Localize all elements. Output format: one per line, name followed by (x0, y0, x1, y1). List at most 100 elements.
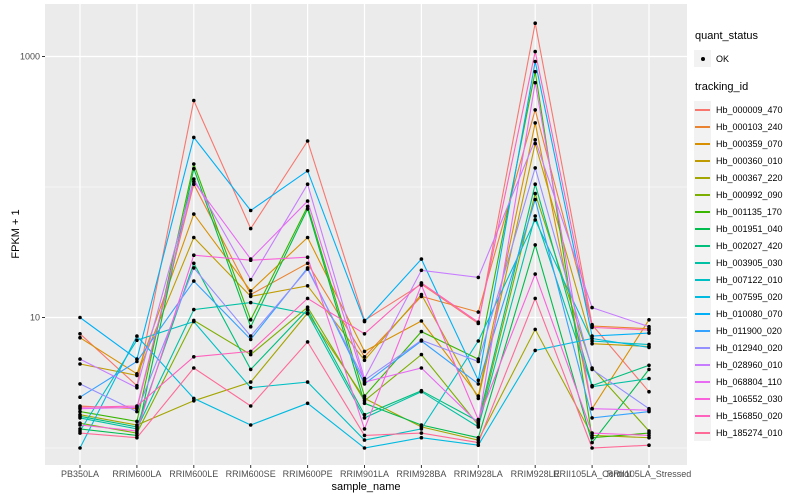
data-point (419, 319, 424, 323)
data-point (419, 366, 424, 370)
data-point (419, 268, 424, 273)
data-point (78, 335, 82, 340)
data-point (362, 446, 367, 450)
legend-entry-Hb_001135_170: Hb_001135_170 (694, 203, 800, 220)
data-point (78, 315, 82, 320)
data-point (362, 401, 367, 406)
data-point (305, 207, 310, 211)
data-point (305, 169, 310, 173)
data-point (192, 253, 196, 257)
x-tick-label: RRIM600LE (169, 469, 218, 479)
legend-entry-label: Hb_000103_240 (716, 121, 783, 132)
data-point (419, 338, 424, 343)
series-color-line-icon (695, 380, 710, 383)
data-point (305, 401, 310, 406)
data-point (248, 367, 253, 372)
point-marker-icon (700, 56, 705, 61)
data-point (248, 349, 253, 354)
data-point (305, 139, 310, 143)
data-point (248, 380, 253, 384)
series-color-line-icon (695, 159, 710, 162)
data-point (476, 417, 481, 422)
data-point (248, 294, 253, 299)
series-color-line-icon (695, 227, 710, 230)
data-point (248, 324, 253, 329)
data-point (590, 305, 594, 310)
data-point (590, 416, 594, 420)
legend: quant_status OK tracking_id Hb_000009_47… (694, 30, 800, 441)
data-point (647, 318, 651, 322)
legend-entry-label: Hb_000009_470 (716, 104, 783, 115)
data-point (647, 324, 651, 329)
data-point (362, 376, 367, 381)
data-point (362, 394, 367, 398)
data-point (647, 363, 651, 368)
legend-entry-label: Hb_007595_020 (716, 291, 783, 302)
legend-entry-label: Hb_002027_420 (716, 240, 783, 251)
data-point (192, 166, 196, 171)
data-point (533, 141, 537, 146)
data-point (248, 289, 253, 293)
legend-entry-label: OK (716, 53, 730, 64)
legend-key-box (694, 390, 711, 407)
legend-entry-label: Hb_028960_010 (716, 359, 783, 370)
x-tick-label: RRIM600LA (112, 469, 161, 479)
data-point (647, 331, 651, 335)
data-point (590, 325, 594, 330)
legend-key-box (694, 220, 711, 237)
plot-panel (45, 4, 687, 465)
data-point (362, 349, 367, 354)
series-color-line-icon (695, 278, 710, 281)
legend-key-box (694, 356, 711, 373)
data-point (78, 416, 82, 420)
legend-key-box (694, 305, 711, 322)
series-color-line-icon (695, 244, 710, 247)
data-point (476, 382, 481, 386)
data-point (419, 389, 424, 394)
data-point (78, 395, 82, 400)
data-point (248, 226, 253, 231)
data-point (533, 59, 537, 64)
legend-entry-Hb_010080_070: Hb_010080_070 (694, 305, 800, 322)
data-point (362, 380, 367, 384)
series-color-line-icon (695, 125, 710, 128)
data-point (305, 307, 310, 312)
data-point (248, 423, 253, 427)
data-point (305, 267, 310, 271)
legend-entry-Hb_001951_040: Hb_001951_040 (694, 220, 800, 237)
data-point (248, 277, 253, 282)
data-point (248, 318, 253, 322)
legend-entry-label: Hb_010080_070 (716, 308, 783, 319)
data-point (192, 135, 196, 140)
legend-entry-Hb_002027_420: Hb_002027_420 (694, 237, 800, 254)
legend-title-tracking-id: tracking_id (695, 81, 749, 93)
legend-entry-Hb_007122_010: Hb_007122_010 (694, 271, 800, 288)
data-point (476, 359, 481, 364)
data-point (362, 412, 367, 417)
x-tick-label: PB350LA (61, 469, 99, 479)
data-point (419, 427, 424, 431)
data-point (647, 389, 651, 394)
data-point (362, 416, 367, 420)
data-point (362, 355, 367, 359)
series-color-line-icon (695, 295, 710, 298)
y-tick-label: 1000 (20, 52, 40, 62)
data-point (590, 334, 594, 338)
series-color-line-icon (695, 431, 710, 434)
data-point (135, 385, 139, 390)
legend-title-quant-status: quant_status (695, 30, 758, 42)
data-point (305, 255, 310, 259)
data-point (192, 396, 196, 401)
data-point (533, 80, 537, 85)
x-tick-label: RRIM901LA (340, 469, 389, 479)
data-point (419, 423, 424, 427)
data-point (419, 435, 424, 440)
data-point (476, 435, 481, 440)
data-point (135, 359, 139, 364)
data-point (476, 440, 481, 445)
data-point (135, 334, 139, 338)
legend-key-box (694, 288, 711, 305)
data-point (476, 310, 481, 314)
legend-entry-label: Hb_001135_170 (716, 206, 782, 217)
